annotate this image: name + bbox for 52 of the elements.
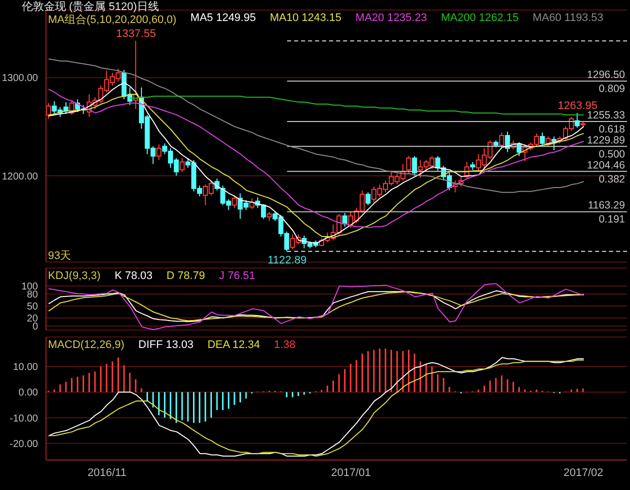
text: MA200 1262.15 [440, 12, 519, 26]
annotation: 1337.55 [116, 28, 156, 40]
chart-title: 伦敦金现 (贵金属 5120)日线 [22, 0, 159, 14]
annotation: 1122.89 [268, 254, 307, 266]
x-tick-label: 2016/11 [88, 466, 126, 479]
series-label: K 78.03 [114, 270, 152, 282]
ref-line-label: 1204.46 [587, 159, 626, 172]
annotation: 93天 [48, 249, 72, 263]
annotation: 0.500 [598, 148, 626, 160]
candlestick [412, 156, 418, 176]
ref-line-label: 1163.29 [588, 200, 626, 212]
y-tick-label: 1300.00 [2, 73, 38, 84]
text: 1.38 [274, 339, 296, 351]
candlestick [504, 131, 510, 153]
y-tick-label: -10.00 [10, 413, 38, 424]
candlestick [406, 156, 412, 174]
annotation: 0.809 [598, 83, 626, 96]
text: D 78.79 [166, 270, 206, 282]
x-tick-label: 2017/02 [564, 466, 604, 479]
candlestick [551, 136, 556, 151]
annotation: 0.191 [598, 214, 626, 226]
candlestick [342, 212, 348, 228]
text: MA10 1243.15 [270, 12, 342, 26]
candlestick [366, 192, 371, 206]
text: MA5 1249.95 [190, 12, 256, 26]
y-tick-label: 10.00 [12, 362, 38, 374]
annotation: 0.382 [598, 173, 626, 186]
candlestick [435, 156, 440, 172]
text: DIFF 13.03 [138, 339, 194, 351]
text: MA60 1193.53 [532, 12, 604, 26]
annotation: 0.618 [598, 123, 626, 136]
y-tick-label: 0.00 [18, 388, 38, 399]
text: DEA 12.34 [207, 339, 260, 351]
candlestick [499, 132, 504, 148]
legend-title: KDJ(9,3,3) [48, 270, 101, 282]
candlestick [156, 144, 162, 161]
text: J 76.51 [219, 270, 256, 282]
ref-line-label: 1229.89 [587, 134, 626, 146]
y-tick-label: -20.00 [10, 438, 38, 450]
y-tick-label: 50 [26, 302, 38, 313]
y-tick-label: 1200.00 [2, 171, 38, 182]
y-tick-label: 80 [26, 290, 38, 301]
x-tick-label: 2017/01 [331, 466, 371, 479]
candlestick [540, 132, 545, 146]
legend-title: MACD(12,26,9) [48, 339, 124, 351]
ref-line-label: 1296.50 [587, 69, 626, 82]
candlestick [180, 158, 185, 172]
line-series [48, 283, 584, 330]
text: MA20 1235.23 [355, 12, 427, 26]
y-tick-label: 0 [32, 322, 38, 333]
legend-title: MA组合(5,10,20,200,60,0) [48, 13, 176, 27]
candlestick [232, 194, 237, 209]
